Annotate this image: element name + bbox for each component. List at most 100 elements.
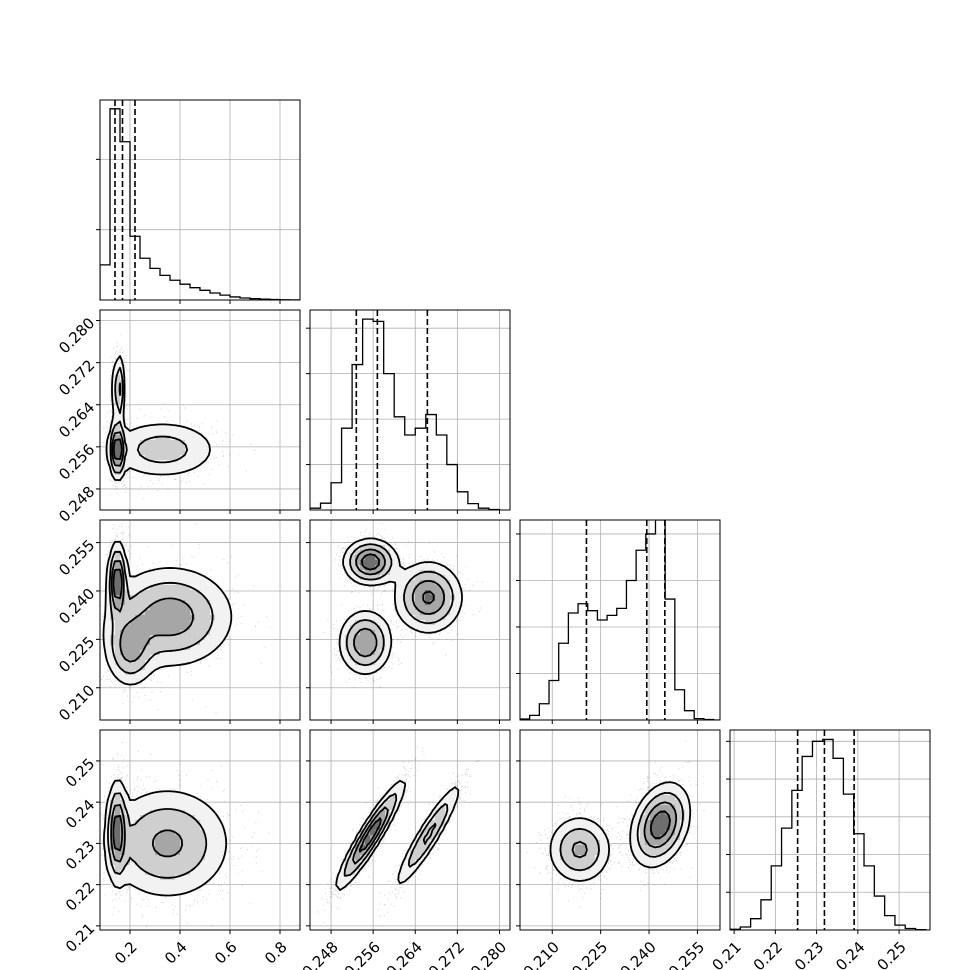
contour-cell (445, 585, 451, 591)
histogram-step (310, 318, 501, 510)
contour-cell (200, 590, 206, 596)
contour-cell (140, 810, 146, 816)
contour-cell (585, 830, 591, 836)
contour-cell (395, 580, 401, 586)
contour-cell (115, 820, 121, 826)
contour-cell (175, 660, 181, 666)
contour-cell (350, 850, 356, 856)
contour-cell (430, 580, 436, 586)
contour-cell (125, 850, 131, 856)
contour-cell (370, 580, 376, 586)
contour-cell (565, 855, 571, 861)
contour-cell (590, 840, 596, 846)
contour-cell (400, 615, 406, 621)
contour-cell (165, 455, 171, 461)
contour-cell (155, 795, 161, 801)
contour-cell (130, 605, 136, 611)
contour-cell (140, 600, 146, 606)
contour-cell (185, 835, 191, 841)
contour-cell (370, 825, 376, 831)
contour-cell (180, 650, 186, 656)
contour-cell (115, 605, 121, 611)
contour-cell (115, 805, 121, 811)
contour-cell (390, 795, 396, 801)
contour-cell (435, 615, 441, 621)
contour-cell (425, 605, 431, 611)
contour-cell (435, 805, 441, 811)
contour-cell (200, 865, 206, 871)
contour-cell (385, 575, 391, 581)
contour-cell (190, 885, 196, 891)
contour-cell (190, 435, 196, 441)
contour-cell (205, 450, 211, 456)
contour-cell (120, 415, 126, 421)
contour-cell (565, 835, 571, 841)
contour-cell (150, 425, 156, 431)
contour-cell (175, 795, 181, 801)
contour-cell (165, 630, 171, 636)
contour-cell (345, 550, 351, 556)
contour-cell (145, 455, 151, 461)
contour-cell (355, 645, 361, 651)
contour-cell (195, 880, 201, 886)
contour-cell (430, 835, 436, 841)
contour-cell (150, 640, 156, 646)
contour-cell (450, 610, 456, 616)
contour-cell (195, 870, 201, 876)
contour-cell (135, 810, 141, 816)
contour-cell (550, 855, 556, 861)
y-tick-label: 0.272 (55, 356, 98, 399)
y-tick-label: 0.22 (62, 878, 98, 914)
contour-cell (175, 600, 181, 606)
contour-cell (135, 875, 141, 881)
contour-cell (200, 620, 206, 626)
contour-cell (665, 785, 671, 791)
contour-cell (145, 595, 151, 601)
contour-cell (200, 805, 206, 811)
contour-cell (150, 430, 156, 436)
contour-cell (160, 585, 166, 591)
contour-cell (355, 625, 361, 631)
contour-cell (185, 590, 191, 596)
contour-cell (150, 625, 156, 631)
contour-cell (580, 825, 586, 831)
contour-cell (140, 850, 146, 856)
contour-line (338, 537, 463, 676)
contour-cell (580, 860, 586, 866)
y-tick-label: 0.248 (55, 483, 98, 526)
contour-cell (435, 810, 441, 816)
contour-cell (185, 830, 191, 836)
contour-cell (140, 580, 146, 586)
contour-cell (190, 875, 196, 881)
contour-cell (165, 620, 171, 626)
contour-cell (115, 365, 121, 371)
contour-cell (120, 585, 126, 591)
contour-cell (205, 840, 211, 846)
contour-cell (190, 820, 196, 826)
contour-cell (150, 815, 156, 821)
contour-cell (585, 820, 591, 826)
contour-cell (225, 625, 231, 631)
contour-cell (580, 870, 586, 876)
contour-cell (170, 460, 176, 466)
contour-cell (180, 845, 186, 851)
contour-cell (560, 825, 566, 831)
contour-cell (145, 645, 151, 651)
contour-cell (165, 600, 171, 606)
contour-cell (140, 670, 146, 676)
contour-cell (190, 880, 196, 886)
contour-cell (135, 665, 141, 671)
contour-cell (180, 585, 186, 591)
contour-cell (630, 835, 636, 841)
contour-cell (425, 835, 431, 841)
contour-cell (120, 865, 126, 871)
contour-cell (175, 845, 181, 851)
contour-cell (425, 825, 431, 831)
contour-cell (200, 835, 206, 841)
contour-cell (140, 860, 146, 866)
contour-cell (190, 600, 196, 606)
contour-cell (440, 605, 446, 611)
contour-cell (450, 605, 456, 611)
contour-cell (180, 600, 186, 606)
contour-cell (410, 860, 416, 866)
